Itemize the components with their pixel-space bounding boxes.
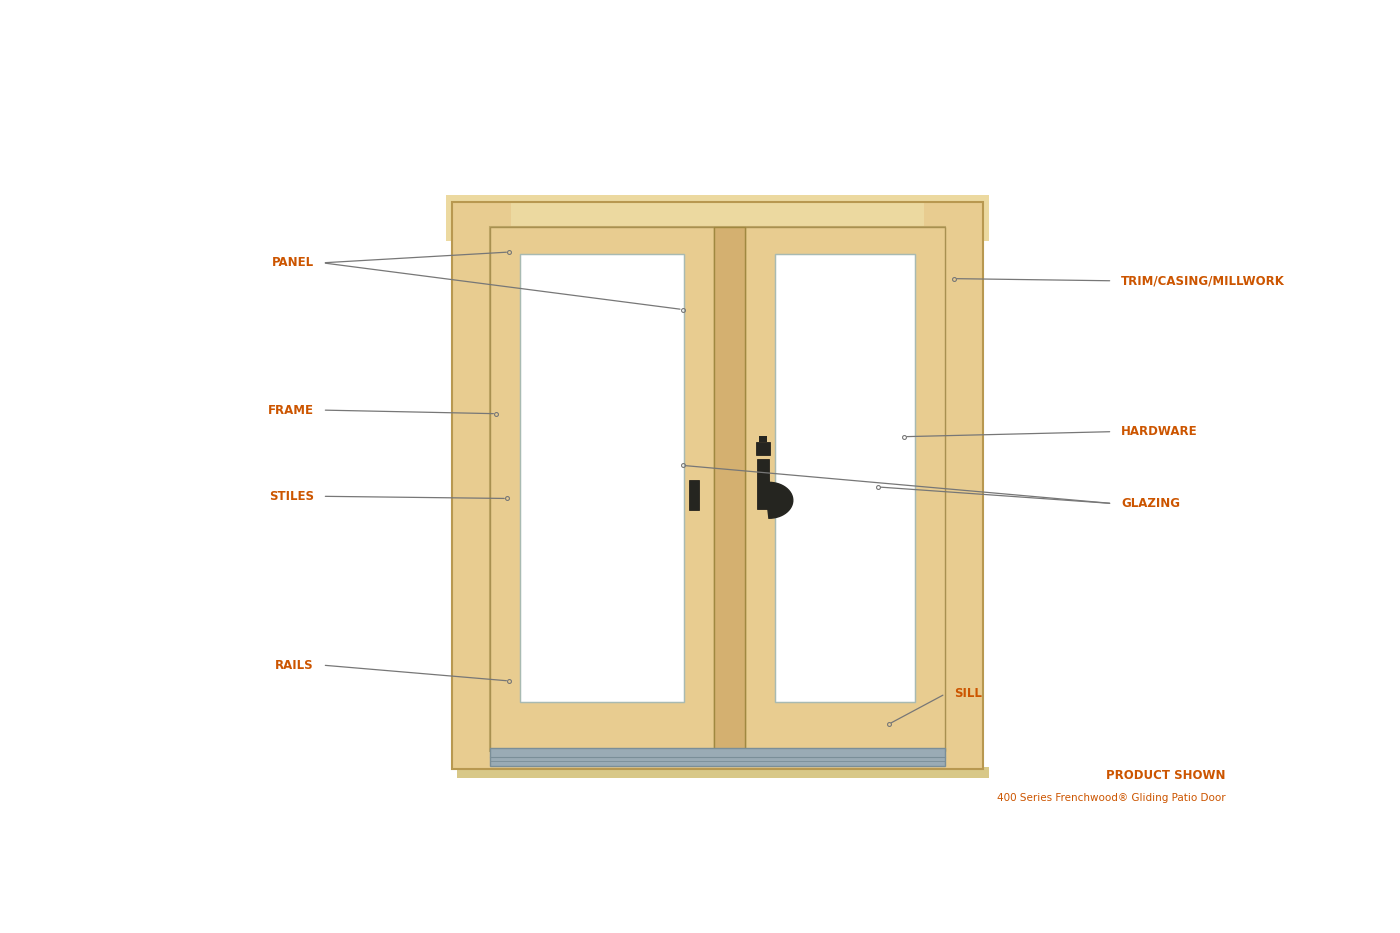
Text: PANEL: PANEL xyxy=(272,257,314,270)
Bar xyxy=(745,227,945,751)
Bar xyxy=(519,254,683,703)
Bar xyxy=(490,703,714,751)
Bar xyxy=(745,227,945,254)
Text: FRAME: FRAME xyxy=(267,404,314,417)
Text: 400 Series Frenchwood® Gliding Patio Door: 400 Series Frenchwood® Gliding Patio Doo… xyxy=(997,793,1225,803)
Bar xyxy=(745,227,776,751)
Bar xyxy=(452,202,983,770)
Text: STILES: STILES xyxy=(269,490,314,503)
Bar xyxy=(683,227,714,751)
Text: TRIM/CASING/MILLWORK: TRIM/CASING/MILLWORK xyxy=(1121,274,1285,287)
Bar xyxy=(490,227,714,751)
Bar xyxy=(756,442,770,455)
Bar xyxy=(745,227,945,751)
Bar xyxy=(490,227,714,751)
Bar xyxy=(490,227,945,751)
Bar xyxy=(924,202,983,770)
Bar xyxy=(757,459,769,508)
Bar xyxy=(447,195,988,242)
Bar xyxy=(916,227,945,751)
Bar xyxy=(490,227,519,751)
Bar xyxy=(452,202,511,770)
Bar xyxy=(776,254,916,703)
Text: HARDWARE: HARDWARE xyxy=(1121,425,1198,439)
Bar xyxy=(759,437,767,442)
Bar xyxy=(452,745,983,770)
Text: SILL: SILL xyxy=(953,688,981,701)
Bar xyxy=(776,254,916,703)
Text: GLAZING: GLAZING xyxy=(1121,497,1180,510)
Bar xyxy=(456,767,988,778)
Bar xyxy=(490,747,945,766)
Polygon shape xyxy=(767,471,792,518)
Text: PRODUCT SHOWN: PRODUCT SHOWN xyxy=(1106,769,1225,782)
Text: RAILS: RAILS xyxy=(276,659,314,672)
Bar xyxy=(745,703,945,751)
Bar xyxy=(490,227,714,254)
Bar xyxy=(714,227,745,751)
Bar xyxy=(689,480,699,510)
Bar xyxy=(519,254,683,703)
